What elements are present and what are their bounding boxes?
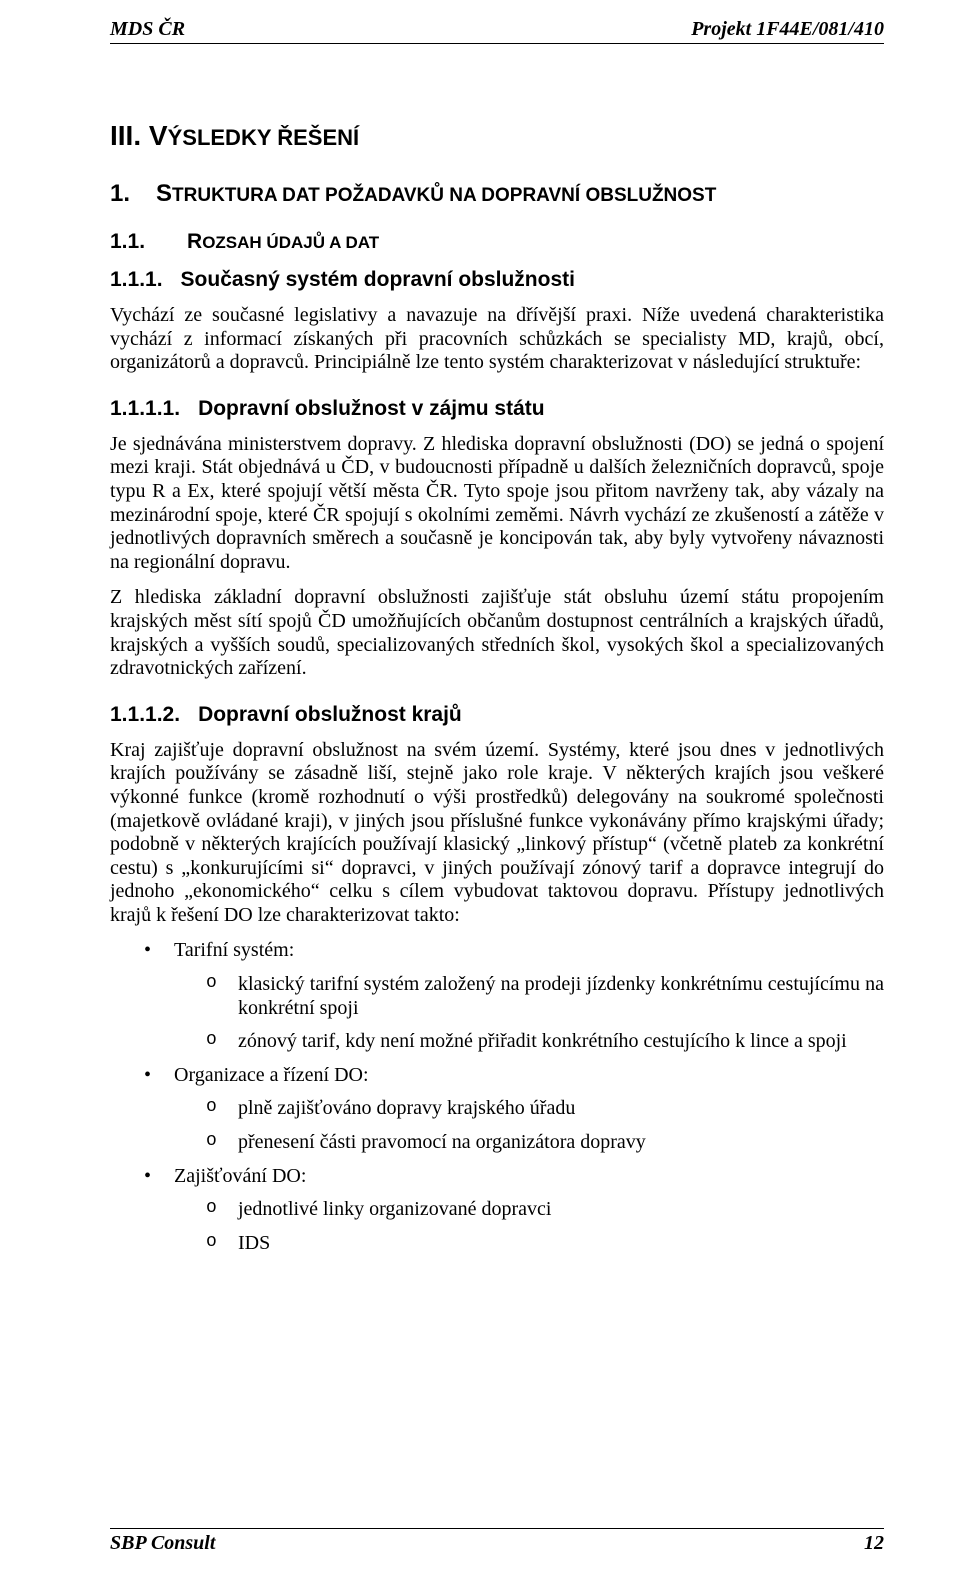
sublist: plně zajišťováno dopravy krajského úřadu… bbox=[174, 1097, 884, 1154]
h2-rest: TRUKTURA DAT POŽADAVKŮ NA DOPRAVNÍ OBSLU… bbox=[172, 185, 716, 206]
footer-row: SBP Consult 12 bbox=[110, 1532, 884, 1555]
sub-item: jednotlivé linky organizované dopravci bbox=[174, 1198, 884, 1222]
h3-num: 1.1. bbox=[110, 230, 145, 254]
h1-rest: ÝSLEDKY ŘEŠENÍ bbox=[168, 125, 360, 150]
h5b-num: 1.1.1.2. bbox=[110, 703, 180, 727]
bullet-label: Tarifní systém: bbox=[174, 939, 294, 961]
heading-level-2: 1. STRUKTURA DAT POŽADAVKŮ NA DOPRAVNÍ O… bbox=[110, 180, 884, 208]
bullet-org: Organizace a řízení DO: plně zajišťováno… bbox=[110, 1064, 884, 1155]
h2-big: S bbox=[156, 180, 172, 207]
h5a-num: 1.1.1.1. bbox=[110, 397, 180, 421]
para-regions: Kraj zajišťuje dopravní obslužnost na sv… bbox=[110, 739, 884, 928]
bullet-list: Tarifní systém: klasický tarifní systém … bbox=[110, 939, 884, 1255]
footer-right: 12 bbox=[864, 1532, 884, 1555]
sublist: klasický tarifní systém založený na prod… bbox=[174, 973, 884, 1054]
h1-big: V bbox=[141, 120, 167, 151]
heading-level-3: 1.1. ROZSAH ÚDAJŮ A DAT bbox=[110, 230, 884, 254]
h3-rest: OZSAH ÚDAJŮ A DAT bbox=[202, 233, 379, 252]
h4-num: 1.1.1. bbox=[110, 268, 163, 292]
bullet-tarif: Tarifní systém: klasický tarifní systém … bbox=[110, 939, 884, 1053]
para-intro: Vychází ze současné legislativy a navazu… bbox=[110, 304, 884, 375]
h5a-title: Dopravní obslužnost v zájmu státu bbox=[198, 397, 545, 421]
sub-item: IDS bbox=[174, 1232, 884, 1256]
heading-1-1-1-2: 1.1.1.2. Dopravní obslužnost krajů bbox=[110, 703, 884, 727]
h5b-title: Dopravní obslužnost krajů bbox=[198, 703, 462, 727]
sub-item: přenesení části pravomocí na organizátor… bbox=[174, 1131, 884, 1155]
heading-1-1-1-1: 1.1.1.1. Dopravní obslužnost v zájmu stá… bbox=[110, 397, 884, 421]
para-state-2: Z hlediska základní dopravní obslužnosti… bbox=[110, 586, 884, 680]
h3-title: ROZSAH ÚDAJŮ A DAT bbox=[187, 230, 379, 254]
sublist: jednotlivé linky organizované dopravci I… bbox=[174, 1198, 884, 1255]
bullet-provision: Zajišťování DO: jednotlivé linky organiz… bbox=[110, 1165, 884, 1256]
h1-lead: III. bbox=[110, 120, 141, 151]
h2-num: 1. bbox=[110, 180, 130, 208]
heading-1-1-1: 1.1.1. Současný systém dopravní obslužno… bbox=[110, 268, 884, 292]
header-left: MDS ČR bbox=[110, 18, 185, 41]
page-header: MDS ČR Projekt 1F44E/081/410 bbox=[110, 18, 884, 45]
bullet-label: Zajišťování DO: bbox=[174, 1165, 306, 1187]
bullet-label: Organizace a řízení DO: bbox=[174, 1064, 369, 1086]
footer-left: SBP Consult bbox=[110, 1532, 215, 1555]
heading-level-1: III. VÝSLEDKY ŘEŠENÍ bbox=[110, 120, 884, 152]
footer-rule bbox=[110, 1528, 884, 1529]
header-right: Projekt 1F44E/081/410 bbox=[691, 18, 884, 41]
sub-item: klasický tarifní systém založený na prod… bbox=[174, 973, 884, 1020]
sub-item: zónový tarif, kdy není možné přiřadit ko… bbox=[174, 1030, 884, 1054]
header-rule bbox=[110, 43, 884, 44]
h4-title: Současný systém dopravní obslužnosti bbox=[181, 268, 575, 292]
para-state-1: Je sjednávána ministerstvem dopravy. Z h… bbox=[110, 433, 884, 575]
h3-big: R bbox=[187, 230, 202, 253]
page-footer: SBP Consult 12 bbox=[110, 1528, 884, 1555]
h2-title: STRUKTURA DAT POŽADAVKŮ NA DOPRAVNÍ OBSL… bbox=[156, 180, 716, 208]
page: MDS ČR Projekt 1F44E/081/410 III. VÝSLED… bbox=[0, 0, 960, 1595]
sub-item: plně zajišťováno dopravy krajského úřadu bbox=[174, 1097, 884, 1121]
